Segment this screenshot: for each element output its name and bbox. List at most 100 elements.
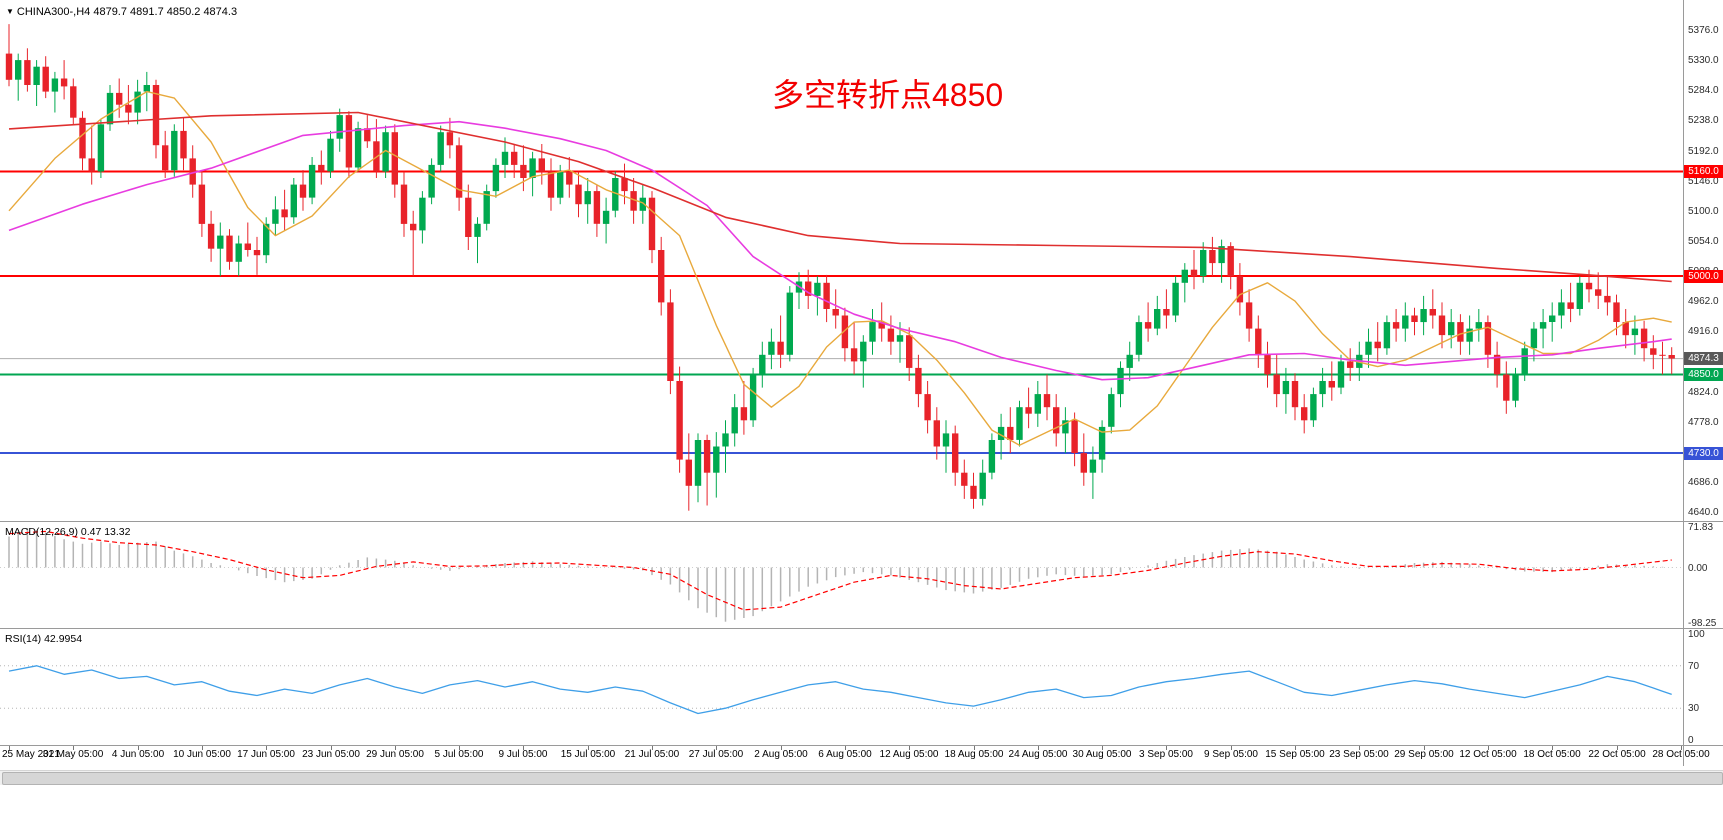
candle (428, 164, 435, 198)
panel-divider[interactable] (0, 521, 1723, 522)
price-axis-label: 5100.0 (1688, 206, 1719, 217)
rsi-line (8, 665, 1672, 715)
macd-axis-label: -98.25 (1688, 618, 1717, 629)
candle (759, 354, 766, 375)
candle (465, 197, 472, 237)
candle (1659, 354, 1666, 356)
candle (1512, 374, 1519, 401)
time-axis-tick (1295, 746, 1296, 750)
macd-axis-label: 71.83 (1688, 522, 1714, 533)
candle (1108, 394, 1115, 427)
scrollbar-thumb[interactable] (2, 772, 1723, 785)
candle (171, 130, 178, 171)
candle (575, 184, 582, 205)
candle (1337, 361, 1345, 388)
candle (1245, 302, 1253, 329)
candle (860, 341, 867, 362)
candle (1457, 322, 1464, 342)
rsi-canvas[interactable] (0, 629, 1683, 745)
candle (1604, 295, 1611, 303)
candle (850, 348, 858, 362)
candle (841, 315, 849, 349)
candle (1328, 381, 1335, 388)
time-axis-tick (1681, 746, 1682, 750)
time-axis-tick (9, 746, 10, 750)
candle (602, 210, 610, 224)
time-axis-label: 15 Sep 05:00 (1265, 749, 1325, 760)
candle (217, 235, 224, 249)
horizontal-scrollbar[interactable] (0, 770, 1723, 785)
candle (162, 145, 169, 171)
time-axis-label: 24 Aug 05:00 (1008, 749, 1068, 760)
price-axis-label: 5146.0 (1688, 176, 1719, 187)
rsi-axis-label: 70 (1688, 661, 1700, 672)
candle (42, 66, 49, 92)
candle (1631, 328, 1639, 336)
time-axis-tick (652, 746, 653, 750)
candle (207, 223, 215, 249)
time-axis-tick (73, 746, 74, 750)
candle (713, 446, 720, 473)
candle (529, 158, 536, 178)
candle (235, 243, 242, 262)
candle (1622, 322, 1629, 336)
time-axis-label: 12 Aug 05:00 (879, 749, 939, 760)
candle (538, 158, 545, 172)
macd-canvas[interactable] (0, 522, 1683, 628)
candle (740, 407, 748, 421)
price-chart-canvas[interactable] (0, 0, 1683, 521)
candle (906, 335, 913, 368)
candle (24, 60, 31, 85)
candle (97, 124, 105, 172)
candle (318, 164, 325, 172)
candle (1236, 276, 1244, 303)
price-axis-label: 4686.0 (1688, 477, 1719, 488)
price-axis-label: 5054.0 (1688, 236, 1719, 247)
time-axis-label: 29 Sep 05:00 (1394, 749, 1454, 760)
candle (1301, 407, 1308, 421)
macd-legend: MACD(12,26,9) 0.47 13.32 (5, 526, 131, 538)
candle (805, 281, 812, 296)
panel-divider[interactable] (0, 628, 1723, 629)
annotation-text[interactable]: 多空转折点4850 (772, 77, 1004, 113)
price-tag-4850.0: 4850.0 (1684, 368, 1723, 381)
candle (180, 130, 187, 159)
time-axis-label: 12 Oct 05:00 (1459, 749, 1517, 760)
time-axis-label: 21 Jul 05:00 (624, 749, 680, 760)
candle (70, 86, 77, 118)
candle (676, 381, 683, 460)
time-axis-label: 9 Jul 05:00 (498, 749, 548, 760)
candle (501, 151, 509, 165)
candle (5, 53, 13, 80)
symbol-dropdown-icon[interactable]: ▼ (6, 7, 14, 16)
candle (1448, 322, 1455, 336)
price-axis-label: 4962.0 (1688, 296, 1719, 307)
candle (1282, 381, 1290, 395)
candle (1200, 250, 1207, 277)
candle (1098, 426, 1106, 460)
candle (887, 328, 895, 342)
ma-mid-magenta (8, 120, 1672, 381)
time-axis-label: 2 Aug 05:00 (754, 749, 808, 760)
bid-price-tag: 4874.3 (1684, 352, 1723, 365)
candle (1209, 250, 1216, 264)
candle (253, 250, 261, 256)
candle (1475, 322, 1482, 329)
candle (364, 128, 371, 142)
candle (116, 92, 123, 105)
candle (345, 115, 353, 168)
candle (106, 92, 114, 125)
candle (1172, 282, 1179, 316)
candle (1291, 381, 1299, 408)
candle (786, 292, 793, 355)
rsi-axis-label: 30 (1688, 703, 1700, 714)
time-axis-tick (909, 746, 910, 750)
price-axis-label: 5284.0 (1688, 85, 1719, 96)
time-axis-label: 18 Aug 05:00 (944, 749, 1004, 760)
time-axis-tick (523, 746, 524, 750)
price-axis-label: 5330.0 (1688, 55, 1719, 66)
candle (1016, 407, 1023, 440)
candle (1383, 322, 1391, 349)
candle (134, 91, 141, 113)
ma-slow-red (8, 111, 1672, 283)
